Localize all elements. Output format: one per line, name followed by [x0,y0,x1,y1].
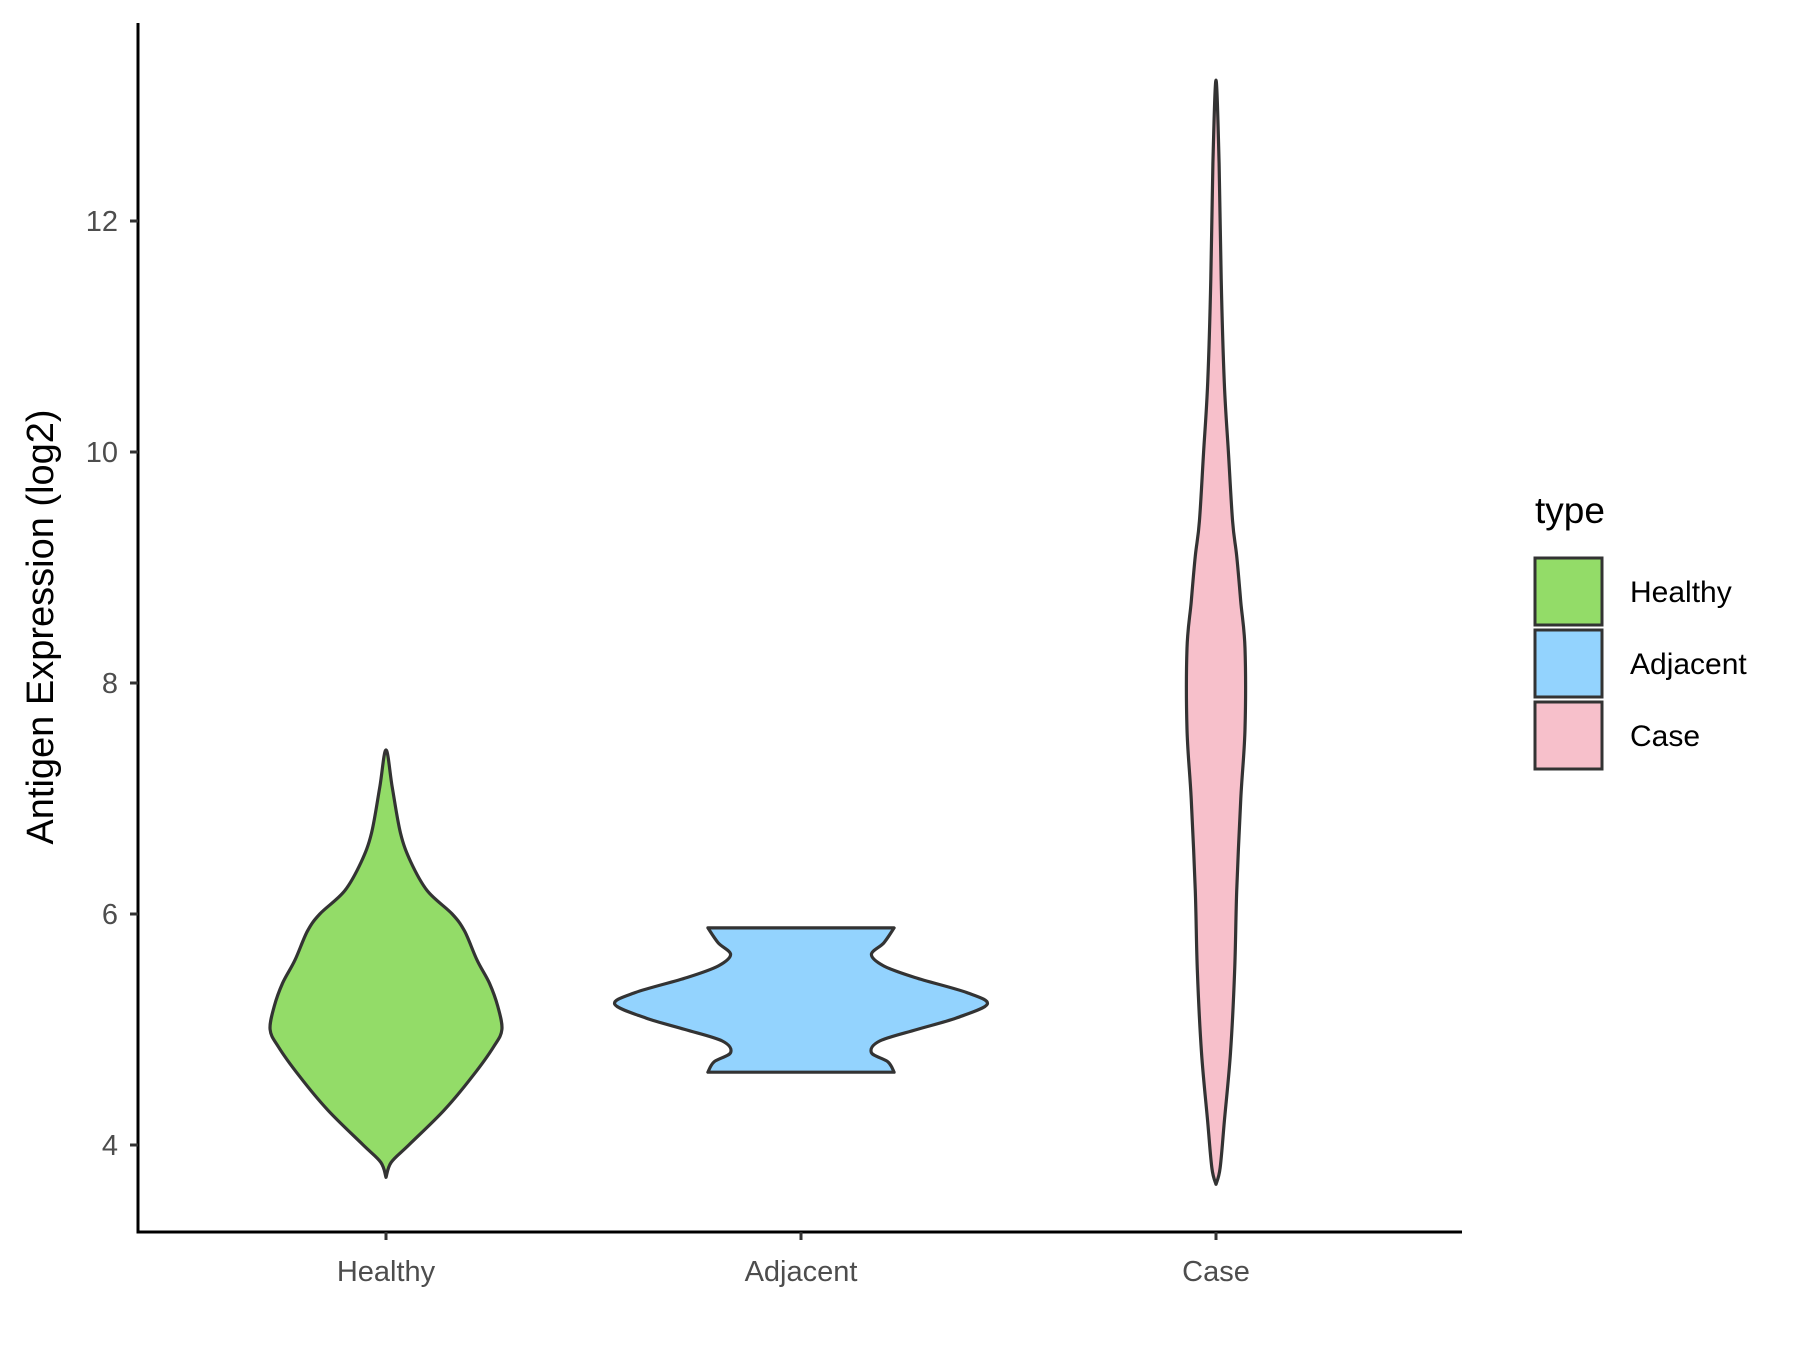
legend-key-healthy [1533,556,1604,627]
legend-label-adjacent: Adjacent [1630,648,1747,681]
y-tick-label: 6 [102,899,118,931]
legend: type Healthy Adjacent Case [1533,490,1747,771]
x-tick-label: Adjacent [745,1256,858,1288]
violin-healthy [268,748,504,1179]
y-tick-label: 12 [86,206,118,238]
y-axis-title: Antigen Expression (log2) [20,409,62,844]
legend-key-case [1533,700,1604,771]
violins-layer [268,78,1248,1186]
x-tick-label: Case [1182,1256,1250,1288]
legend-label-case: Case [1630,720,1700,753]
x-axis-ticks: Healthy Adjacent Case [337,1232,1250,1288]
violin-case [1184,78,1248,1186]
y-axis-ticks: 4 6 8 10 12 [86,206,138,1162]
violin-adjacent [613,926,989,1074]
legend-label-healthy: Healthy [1630,576,1732,609]
legend-key-adjacent [1533,628,1604,699]
legend-title: type [1535,490,1605,531]
x-tick-label: Healthy [337,1256,436,1288]
y-tick-label: 4 [102,1130,118,1162]
y-tick-label: 10 [86,437,118,469]
y-tick-label: 8 [102,668,118,700]
